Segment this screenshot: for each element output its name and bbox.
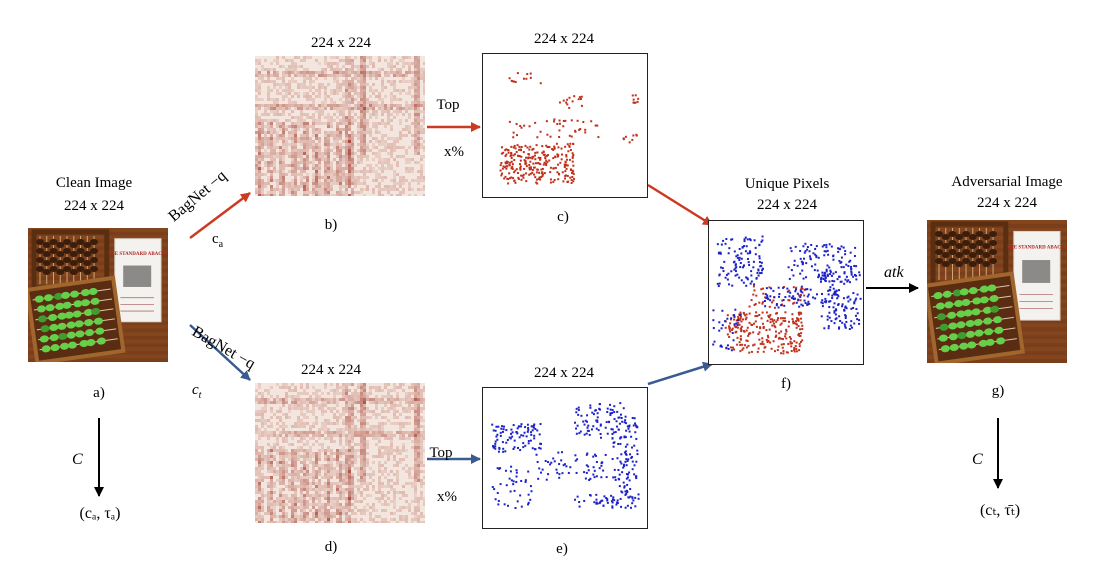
adversarial-image-photo: THE STANDARD ABACUS: [927, 220, 1067, 363]
clean-image-photo: THE STANDARD ABACUS: [28, 228, 168, 362]
topmask-a-label: c): [557, 209, 569, 225]
pixel-mask-drawing: [499, 72, 640, 185]
heatmap-drawing: [255, 56, 425, 196]
class-a-label: ca: [212, 232, 223, 250]
heatmap-drawing: [255, 383, 425, 523]
topmask-t-size: 224 x 224: [534, 365, 594, 381]
svg-text:THE STANDARD ABACUS: THE STANDARD ABACUS: [108, 252, 168, 257]
heatmap-a-label: b): [324, 217, 338, 233]
topmask-a-size: 224 x 224: [534, 31, 594, 47]
arrow-topmask-t-to-unique: [647, 361, 713, 386]
atk-label: atk: [884, 264, 904, 281]
heatmap-t-size: 224 x 224: [301, 362, 361, 378]
class-t-base: c: [192, 382, 199, 398]
clean-image-title: Clean Image: [55, 175, 133, 191]
clean-image-size: 224 x 224: [64, 198, 124, 214]
adversarial-label: g): [991, 383, 1005, 399]
c-right-label: C: [972, 451, 983, 468]
top-label-t: Top: [429, 445, 453, 461]
class-a-base: c: [212, 231, 219, 247]
abacus-photo-drawing: THE STANDARD ABACUS: [927, 220, 1067, 363]
heatmap-a-size: 224 x 224: [311, 35, 371, 51]
class-a-sub: a: [218, 239, 224, 250]
topmask-a-box: [482, 53, 648, 198]
top-label-a: Top: [436, 97, 460, 113]
arrow-clean-to-heatmap-a: [189, 192, 251, 239]
pixel-mask-drawing: [491, 402, 640, 509]
adversarial-size: 224 x 224: [977, 195, 1037, 211]
unique-pixels-box: [708, 220, 864, 365]
clean-image-label: a): [93, 385, 105, 401]
topmask-t-box: [482, 387, 648, 529]
output-left: (cₐ, τₐ): [79, 505, 121, 522]
class-t-sub: t: [198, 390, 202, 401]
unique-label: f): [781, 376, 791, 392]
unique-size: 224 x 224: [757, 197, 817, 213]
percent-label-t: x%: [437, 489, 457, 505]
pixel-mask-drawing: [712, 235, 862, 355]
heatmap-a-image: [255, 56, 425, 196]
heatmap-t-label: d): [324, 539, 338, 555]
heatmap-t-image: [255, 383, 425, 523]
unique-title: Unique Pixels: [744, 176, 830, 192]
topmask-t-label: e): [556, 541, 568, 557]
c-left-label: C: [72, 451, 83, 468]
arrow-topmask-a-to-unique: [647, 183, 713, 227]
arrow-clean-to-heatmap-t: [189, 324, 251, 381]
adversarial-title: Adversarial Image: [951, 174, 1063, 190]
percent-label-a: x%: [444, 144, 464, 160]
output-right: (cₜ, τ̄ₜ): [979, 502, 1021, 519]
abacus-photo-drawing: THE STANDARD ABACUS: [28, 228, 168, 362]
class-t-label: ct: [192, 383, 201, 401]
